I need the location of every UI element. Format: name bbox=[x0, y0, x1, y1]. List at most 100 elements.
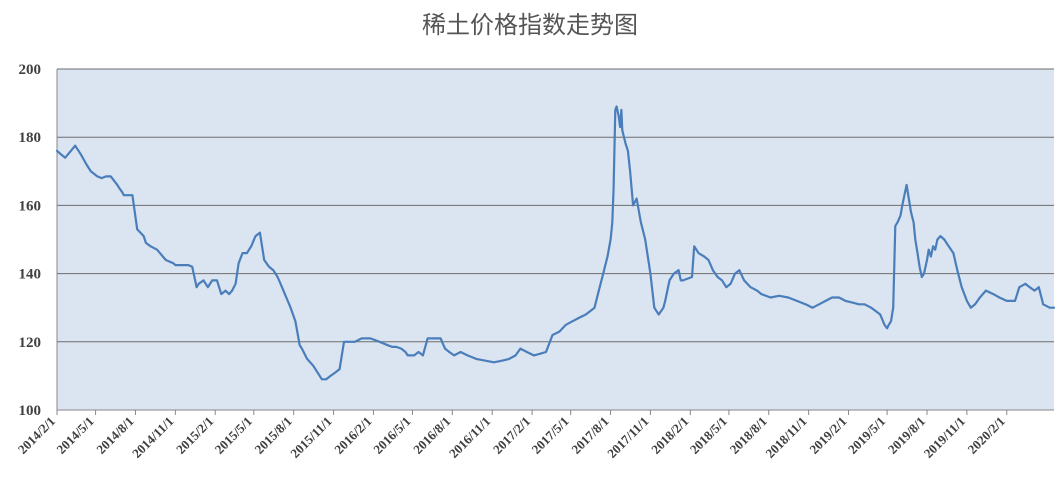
data-point bbox=[901, 204, 904, 207]
data-point bbox=[1018, 286, 1021, 289]
chart-title: 稀土价格指数走势图 bbox=[422, 11, 638, 39]
data-point bbox=[863, 303, 866, 306]
data-point bbox=[237, 262, 240, 265]
data-point bbox=[268, 265, 270, 268]
data-point bbox=[187, 264, 190, 266]
data-point bbox=[195, 286, 198, 289]
data-point bbox=[703, 255, 706, 258]
data-point bbox=[896, 221, 899, 224]
data-point bbox=[644, 238, 647, 241]
data-point bbox=[1024, 282, 1027, 285]
data-point bbox=[934, 248, 937, 251]
y-tick-label: 180 bbox=[19, 130, 42, 146]
data-point bbox=[811, 306, 814, 309]
data-point bbox=[824, 300, 827, 302]
data-point bbox=[453, 354, 455, 357]
data-point bbox=[838, 296, 840, 299]
data-point bbox=[321, 378, 323, 381]
data-point bbox=[578, 317, 580, 319]
data-point bbox=[417, 351, 420, 353]
data-point bbox=[649, 272, 652, 275]
data-point bbox=[593, 306, 596, 309]
data-point bbox=[391, 346, 393, 348]
data-point bbox=[796, 300, 798, 302]
data-point bbox=[558, 330, 561, 333]
data-point bbox=[887, 323, 890, 326]
data-point bbox=[662, 306, 665, 309]
data-point bbox=[172, 262, 175, 265]
data-point bbox=[64, 156, 67, 159]
data-point bbox=[712, 269, 714, 272]
x-tick-label: 2016/11/1 bbox=[446, 414, 493, 461]
x-axis-tick-labels: 2014/2/12014/5/12014/8/12014/11/12015/2/… bbox=[15, 410, 1008, 461]
data-point bbox=[493, 361, 495, 364]
data-point bbox=[623, 136, 625, 139]
axes bbox=[56, 69, 1054, 411]
data-point bbox=[947, 245, 950, 248]
data-point bbox=[404, 351, 407, 353]
data-point bbox=[629, 170, 631, 173]
data-point bbox=[844, 300, 847, 302]
data-point bbox=[241, 252, 244, 255]
data-point bbox=[1048, 306, 1051, 309]
data-point bbox=[250, 245, 253, 248]
data-point bbox=[760, 293, 763, 295]
data-point bbox=[920, 276, 923, 278]
data-point bbox=[70, 149, 72, 152]
data-point bbox=[174, 264, 177, 266]
data-point bbox=[682, 279, 684, 282]
data-point bbox=[640, 221, 642, 224]
data-point bbox=[918, 265, 921, 268]
data-point bbox=[899, 214, 902, 217]
x-tick-label: 2015/11/1 bbox=[287, 414, 334, 461]
data-point bbox=[804, 303, 807, 306]
data-point bbox=[197, 282, 200, 285]
data-point bbox=[89, 170, 92, 173]
data-point bbox=[131, 194, 134, 197]
data-point bbox=[930, 255, 932, 258]
data-point bbox=[483, 359, 486, 362]
data-point bbox=[778, 294, 781, 297]
data-point bbox=[910, 211, 912, 214]
data-point bbox=[632, 204, 634, 207]
data-point bbox=[347, 340, 350, 343]
data-point bbox=[966, 300, 968, 302]
data-point bbox=[734, 272, 736, 275]
data-point bbox=[565, 323, 567, 326]
data-point bbox=[992, 293, 995, 295]
data-point bbox=[1053, 306, 1055, 309]
series-layer bbox=[55, 105, 1056, 381]
data-point bbox=[220, 293, 223, 295]
data-point bbox=[693, 245, 696, 248]
data-point bbox=[127, 194, 129, 197]
data-point bbox=[1009, 300, 1012, 302]
data-point bbox=[615, 105, 618, 108]
data-point bbox=[620, 109, 623, 111]
data-point bbox=[259, 231, 261, 234]
y-tick-label: 200 bbox=[19, 62, 42, 78]
data-point bbox=[874, 310, 877, 312]
data-point bbox=[969, 306, 972, 309]
data-point bbox=[294, 320, 297, 323]
data-point bbox=[960, 286, 963, 289]
data-point bbox=[1005, 300, 1008, 302]
data-point bbox=[979, 296, 981, 299]
data-point bbox=[870, 306, 872, 309]
x-tick-label: 2020/2/1 bbox=[965, 414, 1008, 457]
x-tick-label: 2014/2/1 bbox=[15, 414, 58, 457]
data-point bbox=[369, 337, 372, 340]
data-point bbox=[721, 279, 723, 282]
x-tick-label: 2018/5/1 bbox=[687, 414, 730, 457]
data-point bbox=[1028, 286, 1031, 289]
data-point bbox=[664, 300, 667, 302]
data-point bbox=[422, 354, 424, 357]
data-point bbox=[74, 144, 77, 147]
data-point bbox=[672, 272, 675, 275]
data-point bbox=[306, 358, 308, 360]
data-point bbox=[56, 149, 58, 152]
data-point bbox=[263, 259, 266, 261]
data-point bbox=[246, 252, 248, 255]
data-point bbox=[276, 276, 279, 278]
data-point bbox=[818, 303, 820, 306]
